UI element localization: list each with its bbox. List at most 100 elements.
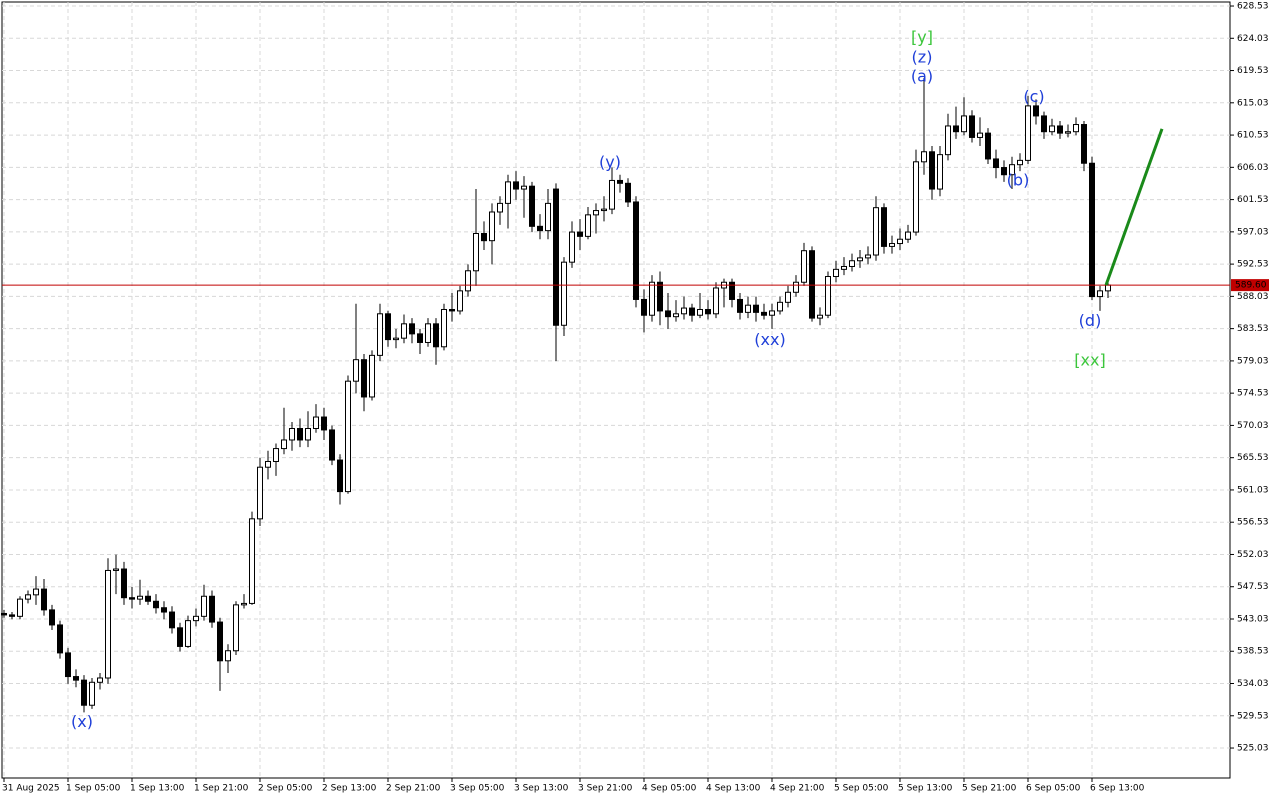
wave-label: (a) (911, 67, 933, 86)
candle-body (1081, 124, 1087, 164)
candle-body (265, 460, 271, 468)
candle-body (353, 359, 359, 382)
candle-body (617, 179, 623, 184)
candle-body (305, 428, 311, 441)
candle-body (513, 181, 519, 190)
candle-body (529, 185, 535, 227)
candle-body (441, 308, 447, 348)
candle-body (1001, 167, 1007, 176)
candle-body (977, 132, 983, 138)
candle-body (393, 337, 399, 341)
candle-body (881, 207, 887, 247)
y-tick-label: 579.03 (1237, 356, 1269, 366)
x-tick-label: 4 Sep 05:00 (642, 784, 697, 794)
candle-body (1, 612, 7, 616)
candle-body (105, 569, 111, 679)
wave-label: (y) (599, 153, 621, 172)
candle-body (553, 188, 559, 326)
current-price-label: 589.60 (1235, 281, 1267, 291)
candle-body (345, 380, 351, 493)
wave-label: (c) (1023, 87, 1044, 106)
candle-body (201, 595, 207, 617)
candle-body (1065, 131, 1071, 134)
candle-body (321, 416, 327, 431)
x-tick-label: 2 Sep 21:00 (386, 784, 441, 794)
candle-body (25, 594, 31, 600)
candle-body (809, 250, 815, 319)
candle-body (889, 243, 895, 247)
overlay: 589.60 [y](z)(a) (y) (x) (xx) (c) (b) (d) [xx] (2, 27, 1269, 731)
candle-body (673, 313, 679, 318)
candle-body (473, 233, 479, 272)
candle-body (969, 115, 975, 138)
candle-body (401, 323, 407, 339)
x-tick-label: 3 Sep 21:00 (578, 784, 633, 794)
candle-body (121, 568, 127, 599)
candle-body (921, 151, 927, 163)
candle-body (417, 333, 423, 343)
candle-body (449, 308, 455, 312)
candle-body (769, 310, 775, 316)
candle-body (681, 307, 687, 315)
candle-body (329, 429, 335, 461)
candle-body (601, 208, 607, 212)
x-tick-label: 3 Sep 05:00 (450, 784, 505, 794)
wave-label: (d) (1079, 311, 1102, 330)
candle-body (481, 233, 487, 242)
candle-body (729, 281, 735, 300)
current-price-box (1231, 279, 1269, 292)
candle-body (737, 298, 743, 313)
x-tick-label: 1 Sep 05:00 (66, 784, 121, 794)
wave-label: [xx] (1074, 351, 1105, 370)
y-tick-label: 565.53 (1237, 453, 1269, 463)
candle-body (945, 125, 951, 156)
candle-body (697, 308, 703, 316)
x-tick-label: 5 Sep 21:00 (962, 784, 1017, 794)
candle-body (337, 459, 343, 493)
y-tick-label: 561.03 (1237, 485, 1269, 495)
x-tick-label: 1 Sep 13:00 (130, 784, 185, 794)
candle-body (17, 598, 23, 617)
candle-body (361, 359, 367, 398)
candle-body (577, 231, 583, 237)
candle-body (657, 281, 663, 312)
wave-label: (x) (71, 712, 93, 731)
candle-body (273, 448, 279, 462)
candle-body (1105, 284, 1111, 292)
y-tick-label: 534.03 (1237, 679, 1269, 689)
candle-body (249, 518, 255, 604)
y-tick-label: 624.03 (1237, 34, 1269, 44)
y-tick-label: 538.53 (1237, 647, 1269, 657)
candle-body (233, 604, 239, 652)
x-tick-label: 3 Sep 13:00 (514, 784, 569, 794)
candle-body (1049, 125, 1055, 133)
y-tick-label: 529.53 (1237, 711, 1269, 721)
x-tick-label: 4 Sep 13:00 (706, 784, 761, 794)
candle-body (1057, 125, 1063, 134)
candle-body (937, 154, 943, 190)
wave-label: (z) (912, 47, 933, 66)
candle-body (97, 677, 103, 683)
candle-body (545, 202, 551, 232)
forecast-line (1104, 128, 1164, 286)
candle-body (161, 607, 167, 613)
candle-body (537, 225, 543, 232)
candle-body (953, 125, 959, 133)
candle-body (1089, 162, 1095, 298)
candle-body (705, 308, 711, 315)
candle-body (257, 466, 263, 520)
candle-body (753, 304, 759, 313)
candle-body (49, 609, 55, 626)
candle-body (929, 151, 935, 190)
x-tick-label: 4 Sep 21:00 (770, 784, 825, 794)
candle-body (33, 588, 39, 596)
x-tick-label: 2 Sep 05:00 (258, 784, 313, 794)
x-tick-label: 1 Sep 21:00 (194, 784, 249, 794)
plot-frame (1, 1, 1231, 779)
candle-body (905, 231, 911, 240)
y-tick-label: 610.53 (1237, 131, 1269, 141)
y-tick-label: 615.03 (1237, 98, 1269, 108)
candle-body (65, 652, 71, 678)
y-tick-label: 601.53 (1237, 195, 1269, 205)
candle-body (897, 238, 903, 245)
